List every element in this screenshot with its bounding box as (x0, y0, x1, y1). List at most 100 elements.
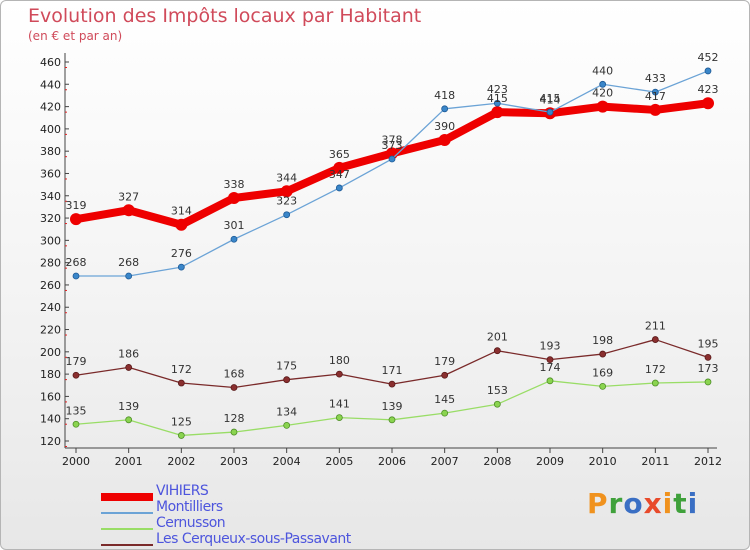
data-label: 415 (540, 92, 561, 105)
data-point (228, 191, 240, 204)
data-point (546, 108, 554, 116)
data-label: 168 (224, 367, 245, 380)
data-label: 390 (434, 120, 455, 133)
logo-letter: o (623, 487, 644, 520)
data-point (491, 106, 504, 119)
legend-label-cerqueux: Les Cerqueux-sous-Passavant (156, 531, 351, 547)
data-point (72, 420, 80, 428)
data-label: 175 (276, 360, 297, 373)
y-tick-label: 460 (40, 56, 61, 69)
data-label: 173 (698, 362, 719, 375)
data-point (704, 67, 712, 75)
data-point (280, 185, 293, 198)
data-label: 139 (118, 400, 139, 413)
data-point (230, 235, 238, 243)
x-tick-label: 2005 (325, 455, 353, 468)
y-tick-label: 180 (40, 368, 61, 381)
logo-letter: i (662, 487, 674, 520)
data-point (599, 80, 607, 88)
y-tick-label: 440 (40, 78, 61, 91)
chart-subtitle: (en € et par an) (28, 29, 123, 43)
data-label: 338 (224, 178, 245, 191)
data-label: 141 (329, 398, 350, 411)
y-tick-label: 300 (40, 234, 61, 247)
data-point (335, 414, 343, 421)
data-label: 314 (171, 205, 192, 218)
legend-item: Montilliers (101, 499, 431, 517)
data-point (651, 88, 659, 96)
data-point (441, 105, 449, 113)
data-label: 433 (645, 72, 666, 85)
data-label: 440 (592, 64, 613, 77)
y-tick-label: 400 (40, 123, 61, 136)
data-label: 420 (592, 87, 613, 100)
data-label: 417 (645, 90, 666, 103)
logo-letter: i (687, 487, 699, 520)
data-point (283, 376, 291, 384)
data-label: 179 (434, 355, 455, 368)
data-point (493, 400, 501, 408)
data-point (546, 356, 554, 364)
data-point (333, 161, 346, 174)
data-label: 153 (487, 384, 508, 397)
data-point (283, 421, 291, 429)
data-label: 171 (382, 364, 403, 377)
data-point (493, 99, 501, 107)
legend-swatch-vihiers (101, 493, 153, 501)
data-label: 344 (276, 171, 297, 184)
data-label: 452 (698, 51, 719, 64)
data-label: 323 (276, 195, 297, 208)
data-label: 211 (645, 320, 666, 333)
data-label: 268 (66, 256, 87, 269)
data-point (283, 211, 291, 219)
x-tick-label: 2002 (167, 455, 195, 468)
data-point (70, 213, 82, 226)
data-point (72, 371, 80, 379)
x-tick-label: 2011 (641, 455, 669, 468)
x-tick-label: 2009 (536, 455, 564, 468)
y-tick-label: 140 (40, 413, 61, 426)
proxiti-logo: Proxiti (587, 487, 698, 520)
legend-swatch-cernusson (101, 528, 153, 530)
y-tick-label: 360 (40, 167, 61, 180)
legend-item: Les Cerqueux-sous-Passavant (101, 531, 431, 549)
data-label: 174 (540, 361, 561, 374)
data-point (175, 218, 188, 231)
data-label: 193 (540, 340, 561, 353)
data-label: 139 (382, 400, 403, 413)
legend-swatch-montilliers (101, 512, 153, 514)
x-tick-label: 2006 (378, 455, 406, 468)
data-point (599, 350, 607, 358)
data-label: 179 (66, 355, 87, 368)
data-label: 301 (224, 219, 245, 232)
legend-label-cernusson: Cernusson (156, 515, 226, 531)
data-label: 186 (118, 347, 139, 360)
data-label: 134 (276, 405, 297, 418)
data-label: 319 (66, 199, 87, 212)
y-tick-label: 420 (40, 101, 61, 114)
data-label: 276 (171, 247, 192, 260)
x-tick-label: 2001 (115, 455, 143, 468)
data-label: 135 (66, 404, 87, 417)
y-tick-label: 320 (40, 212, 61, 225)
data-point (125, 416, 133, 424)
data-label: 180 (329, 354, 350, 367)
data-point (546, 377, 554, 385)
y-tick-label: 380 (40, 145, 61, 158)
x-tick-label: 2000 (62, 455, 90, 468)
chart-legend: VIHIERS Montilliers Cernusson Les Cerque… (101, 483, 431, 549)
logo-letter: r (608, 487, 624, 520)
data-point (177, 432, 185, 439)
data-point (651, 379, 659, 387)
data-label: 373 (382, 139, 403, 152)
data-point (72, 272, 80, 280)
data-point (388, 155, 396, 163)
data-label: 347 (329, 168, 350, 181)
data-label: 327 (118, 190, 139, 203)
data-point (177, 379, 185, 387)
logo-letter: t (673, 487, 688, 520)
data-label: 169 (592, 366, 613, 379)
data-point (230, 384, 238, 391)
